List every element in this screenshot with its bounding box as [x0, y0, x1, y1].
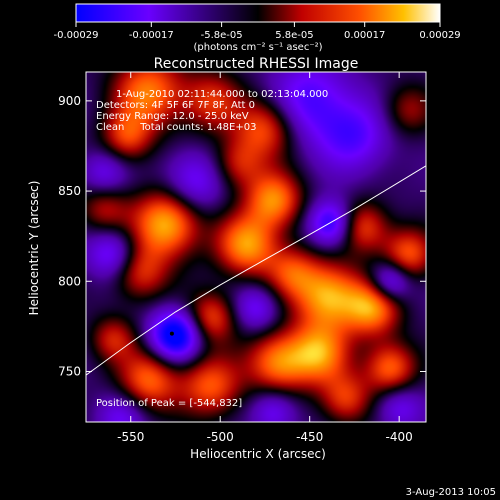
colorbar-tick-label: 5.8e-05: [275, 30, 313, 41]
solar-limb-curve: [86, 165, 426, 376]
x-axis-ticks: -550 -500 -450 -400: [117, 72, 413, 444]
minimum-marker: [169, 331, 174, 336]
x-axis-label: Heliocentric X (arcsec): [190, 447, 326, 461]
annotation-peak-position: Position of Peak = [-544,832]: [96, 398, 242, 409]
colorbar-units-label: (photons cm⁻² s⁻¹ asec⁻²): [193, 42, 322, 53]
y-tick-label: 900: [58, 94, 81, 108]
heatmap: [86, 72, 426, 422]
colorbar: -0.00029 -0.00017 -5.8e-05 5.8e-05 0.00017 0.…: [54, 3, 461, 53]
x-tick-label: -500: [207, 430, 234, 444]
y-axis-label: Heliocentric Y (arcsec): [27, 181, 41, 316]
colorbar-tick-label: 0.00029: [419, 30, 460, 41]
y-tick-label: 800: [58, 274, 81, 288]
y-tick-label: 850: [58, 184, 81, 198]
annotations: 1-Aug-2010 02:11:44.000 to 02:13:04.000 …: [96, 89, 328, 409]
x-tick-label: -450: [296, 430, 323, 444]
x-tick-label: -400: [386, 430, 413, 444]
annotation-detectors: Detectors: 4F 5F 6F 7F 8F, Att 0: [96, 100, 255, 111]
x-tick-label: -550: [117, 430, 144, 444]
colorbar-tick-label: 0.00017: [344, 30, 385, 41]
annotation-time-range: 1-Aug-2010 02:11:44.000 to 02:13:04.000: [116, 89, 328, 100]
annotation-clean-counts: Clean Total counts: 1.48E+03: [96, 122, 256, 133]
chart-title: Reconstructed RHESSI Image: [154, 56, 359, 72]
plot-frame: [85, 71, 427, 423]
colorbar-tick-label: -0.00029: [54, 30, 99, 41]
y-tick-label: 750: [58, 364, 81, 378]
y-axis-ticks: 750 800 850 900: [58, 94, 426, 378]
colorbar-tick-label: -5.8e-05: [201, 30, 243, 41]
heatmap-image: [86, 72, 426, 422]
colorbar-tick-label: -0.00017: [129, 30, 174, 41]
footer-timestamp: 3-Aug-2013 10:05: [406, 487, 496, 498]
colorbar-ticks: -0.00029 -0.00017 -5.8e-05 5.8e-05 0.00017 0.…: [54, 22, 461, 41]
colorbar-gradient: [75, 3, 441, 23]
annotation-energy-range: Energy Range: 12.0 - 25.0 keV: [96, 111, 249, 122]
